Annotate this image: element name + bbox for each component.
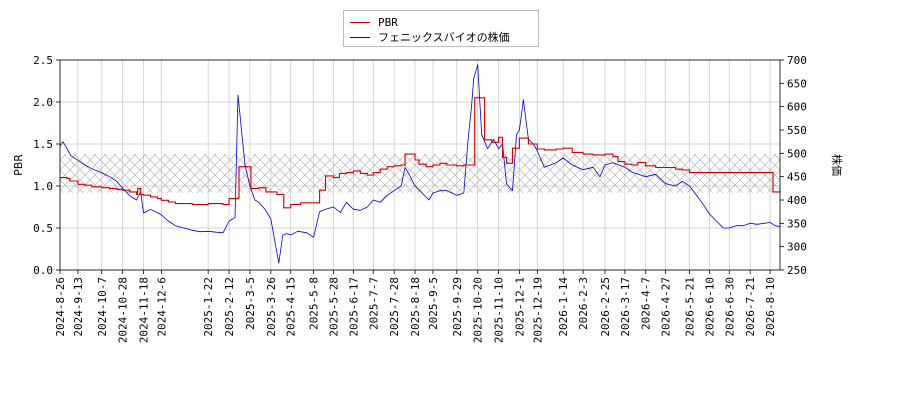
legend-item-pbr: PBR <box>350 15 398 29</box>
legend-swatch-pbr <box>350 21 370 23</box>
series-line-stock-price <box>59 64 781 264</box>
x-tick-label: 2026-4-27 <box>660 277 673 337</box>
legend: PBR フェニックスバイオの株価 <box>343 10 539 47</box>
x-tick-label: 2026-8-10 <box>764 277 777 337</box>
x-tick-label: 2025-12-1 <box>513 277 526 337</box>
y-left-tick-label: 1.0 <box>33 180 53 193</box>
x-tick-label: 2025-11-10 <box>493 277 506 343</box>
x-tick-label: 2025-2-12 <box>223 277 236 337</box>
x-tick-label: 2025-7-28 <box>388 277 401 337</box>
x-tick-label: 2024-10-28 <box>117 277 130 343</box>
x-tick-label: 2025-4-15 <box>285 277 298 337</box>
plot-border <box>59 59 781 271</box>
x-tick-label: 2025-9-29 <box>451 277 464 337</box>
x-tick-label: 2025-3-26 <box>265 277 278 337</box>
x-tick-label: 2026-4-7 <box>640 277 653 330</box>
y-left-tick-label: 2.5 <box>33 54 53 67</box>
x-tick-label: 2025-7-7 <box>367 277 380 330</box>
y-axis-right: 250 300 350 400 450 500 550 600 650 700 <box>780 54 807 277</box>
x-tick-label: 2024-8-26 <box>54 277 67 337</box>
x-tick-label: 2025-6-17 <box>347 277 360 337</box>
y-right-tick-label: 500 <box>787 147 807 160</box>
x-tick-label: 2026-7-21 <box>744 277 757 337</box>
x-tick-label: 2025-5-28 <box>327 277 340 337</box>
x-tick-label: 2026-3-17 <box>619 277 632 337</box>
series-layer <box>59 64 781 264</box>
x-tick-label: 2026-1-14 <box>557 277 570 337</box>
legend-label-price: フェニックスバイオの株価 <box>378 31 510 44</box>
x-tick-label: 2025-1-22 <box>202 277 215 337</box>
x-tick-label: 2026-6-30 <box>723 277 736 337</box>
y-right-tick-label: 300 <box>787 241 807 254</box>
y-right-tick-label: 600 <box>787 101 807 114</box>
y-right-tick-label: 250 <box>787 264 807 277</box>
reference-band <box>60 154 780 193</box>
x-tick-label: 2025-12-19 <box>531 277 544 343</box>
y-left-tick-label: 0.0 <box>33 264 53 277</box>
legend-label-pbr: PBR <box>378 15 398 29</box>
x-tick-label: 2025-8-18 <box>409 277 422 337</box>
legend-item-price: フェニックスバイオの株価 <box>350 30 510 44</box>
x-tick-label: 2025-5-8 <box>308 277 321 330</box>
y-right-tick-label: 550 <box>787 124 807 137</box>
series-line-pbr <box>60 97 781 209</box>
x-tick-label: 2025-10-20 <box>472 277 485 343</box>
y-axis-left-title: PBR <box>12 154 25 176</box>
y-left-tick-label: 2.0 <box>33 96 53 109</box>
y-right-tick-label: 650 <box>787 77 807 90</box>
x-tick-label: 2024-10-7 <box>96 277 109 337</box>
x-tick-label: 2025-3-5 <box>244 277 257 330</box>
x-axis: 2024-8-26 2024-9-13 2024-10-7 2024-10-28 202… <box>54 270 777 343</box>
legend-swatch-price <box>350 36 370 38</box>
y-axis-right-title: 株価 <box>830 154 844 176</box>
x-tick-label: 2024-9-13 <box>72 277 85 337</box>
y-axis-left: 0.0 0.5 1.0 1.5 2.0 2.5 <box>33 54 60 277</box>
y-right-tick-label: 400 <box>787 194 807 207</box>
x-tick-label: 2024-12-6 <box>155 277 168 337</box>
x-tick-label: 2024-11-18 <box>138 277 151 343</box>
y-left-tick-label: 1.5 <box>33 138 53 151</box>
x-tick-label: 2025-9-5 <box>427 277 440 330</box>
x-tick-label: 2026-6-10 <box>703 277 716 337</box>
y-right-tick-label: 350 <box>787 217 807 230</box>
x-tick-label: 2026-2-25 <box>599 277 612 337</box>
x-tick-label: 2026-5-21 <box>684 277 697 337</box>
x-tick-label: 2026-2-3 <box>577 277 590 330</box>
y-right-tick-label: 700 <box>787 54 807 67</box>
y-right-tick-label: 450 <box>787 171 807 184</box>
y-left-tick-label: 0.5 <box>33 222 53 235</box>
